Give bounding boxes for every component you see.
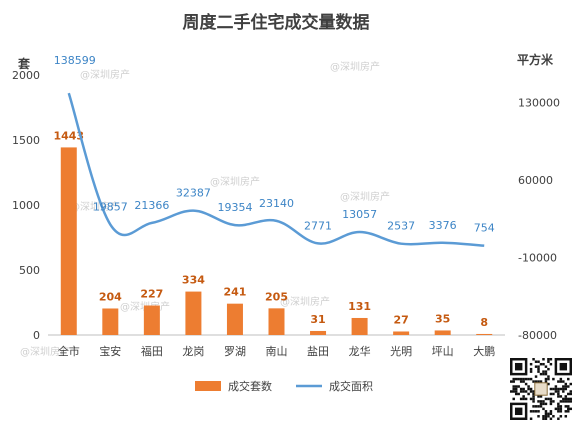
category-label: 福田	[141, 344, 163, 358]
chart-title: 周度二手住宅成交量数据	[183, 12, 370, 33]
qr-code-image	[510, 358, 572, 420]
left-tick-label: 1500	[12, 134, 40, 147]
right-tick-label: 60000	[518, 174, 553, 187]
bar-value-label: 204	[99, 290, 122, 303]
bar-value-labels: 1443 204 227 334 241 205 31 131 27 35 8	[53, 129, 488, 329]
category-label: 光明	[390, 344, 412, 358]
bar-value-label: 205	[265, 290, 288, 303]
watermark-text: @深圳房产	[70, 200, 120, 213]
category-label: 坪山	[432, 345, 454, 358]
line-value-label: 13057	[342, 208, 377, 221]
category-label: 大鹏	[473, 344, 495, 358]
right-axis-unit: 平方米	[517, 52, 554, 67]
line-value-label: 19354	[217, 201, 252, 214]
bar	[143, 305, 160, 335]
left-tick-label: 0	[33, 329, 40, 342]
bar	[476, 333, 493, 335]
category-label: 南山	[266, 345, 288, 358]
bar	[434, 330, 451, 335]
bar	[310, 330, 327, 335]
category-labels: 全市 宝安 福田 龙岗 罗湖 南山 盐田 龙华 光明 坪山 大鹏	[58, 344, 495, 358]
bar-series	[60, 147, 493, 335]
bar	[351, 317, 368, 335]
line-value-label: 2537	[387, 220, 415, 233]
bar	[226, 303, 243, 335]
watermark-text: @深圳房产	[340, 190, 390, 203]
bar-value-label: 227	[140, 287, 163, 300]
bar-value-label: 1443	[53, 129, 84, 142]
legend-bar-label: 成交套数	[228, 379, 272, 393]
left-axis-unit: 套	[17, 56, 31, 71]
category-label: 宝安	[99, 344, 121, 358]
right-tick-label: -10000	[518, 252, 557, 265]
category-label: 龙岗	[182, 345, 204, 358]
category-label: 全市	[58, 344, 80, 358]
watermark-text: @深圳房产	[210, 175, 260, 188]
bar-value-label: 131	[348, 300, 371, 313]
bar-value-label: 31	[310, 313, 325, 326]
right-tick-label: -80000	[518, 329, 557, 342]
legend-line-label: 成交面积	[329, 379, 373, 393]
bar-value-label: 334	[182, 274, 205, 287]
category-label: 罗湖	[224, 345, 246, 358]
bar	[393, 331, 410, 335]
legend: 成交套数 成交面积	[195, 379, 373, 393]
line-value-label: 3376	[429, 219, 457, 232]
line-value-label: 19857	[93, 201, 128, 214]
bar	[185, 291, 202, 335]
watermark-text: @深圳房产	[20, 345, 70, 358]
bar	[60, 147, 77, 335]
left-tick-label: 500	[19, 264, 40, 277]
watermark-text: @深圳房产	[330, 60, 380, 73]
line-value-labels: 138599 19857 21366 32387 19354 23140 2771 13057…	[54, 54, 495, 235]
bar-value-label: 35	[435, 312, 450, 325]
legend-bar-swatch	[195, 381, 221, 391]
area-line-series	[67, 92, 485, 247]
watermark-text: @深圳房产	[80, 68, 130, 81]
bar-value-label: 8	[480, 316, 488, 329]
bar	[268, 308, 285, 335]
right-axis-ticks: -80000 -10000 60000 130000	[518, 97, 560, 342]
left-axis-ticks: 0 500 1000 1500 2000	[12, 69, 40, 342]
category-label: 盐田	[307, 345, 329, 358]
line-value-label: 23140	[259, 197, 294, 210]
left-tick-label: 1000	[12, 199, 40, 212]
line-value-label: 754	[474, 222, 495, 235]
line-value-label: 32387	[176, 187, 211, 200]
category-label: 龙华	[349, 344, 371, 358]
bar-value-label: 27	[393, 313, 408, 326]
watermark-text: @深圳房产	[280, 295, 330, 308]
bar-value-label: 241	[223, 286, 246, 299]
line-value-label: 2771	[304, 219, 332, 232]
line-value-label: 138599	[54, 54, 96, 67]
bar	[102, 308, 119, 335]
left-tick-label: 2000	[12, 69, 40, 82]
right-tick-label: 130000	[518, 97, 560, 110]
line-value-label: 21366	[134, 199, 169, 212]
